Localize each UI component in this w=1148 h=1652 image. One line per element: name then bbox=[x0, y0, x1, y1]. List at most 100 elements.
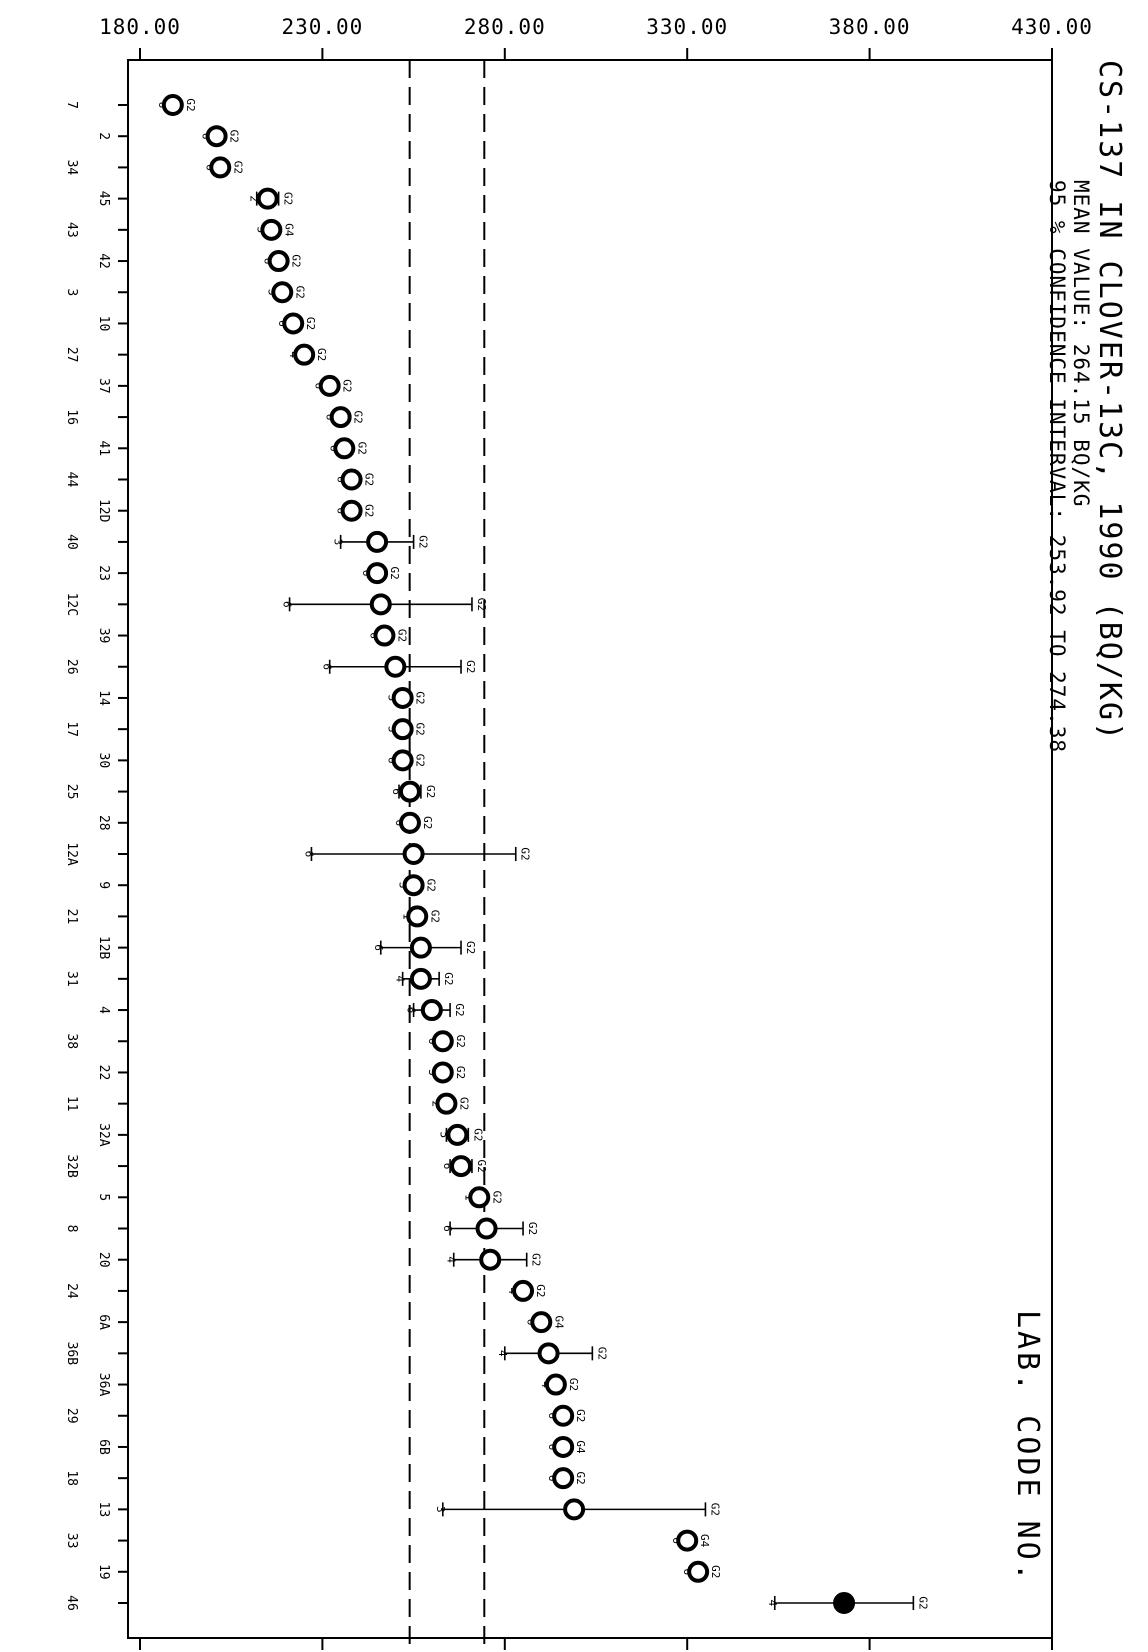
data-point bbox=[402, 843, 425, 865]
lab-code-label: 12C bbox=[64, 593, 79, 616]
ci-label-group: 95 % CONFIDENCE INTERVAL: 253.92 TO 274.… bbox=[1045, 180, 1069, 753]
lab-code-label: 44 bbox=[64, 472, 79, 488]
detector-annotation: G2 bbox=[421, 816, 434, 829]
data-point bbox=[431, 1061, 454, 1084]
method-annotation: 6 bbox=[441, 1163, 454, 1170]
data-point bbox=[282, 312, 305, 335]
detector-annotation: G2 bbox=[341, 379, 354, 392]
detector-annotation: G2 bbox=[388, 567, 401, 580]
lab-code-label: 41 bbox=[96, 440, 111, 456]
data-point bbox=[512, 1279, 535, 1302]
lab-code-label: 33 bbox=[64, 1533, 79, 1549]
detector-annotation: G2 bbox=[352, 410, 365, 423]
data-points: 6G26G26G22G25G46G23G26G24G26G26G26G26G26… bbox=[156, 94, 929, 1614]
lab-code-label: 28 bbox=[96, 815, 111, 831]
data-point bbox=[369, 593, 392, 616]
lab-code-label: 5 bbox=[96, 1193, 111, 1201]
detector-annotation: G2 bbox=[519, 847, 532, 860]
data-point bbox=[333, 437, 356, 460]
detector-annotation: G2 bbox=[414, 754, 427, 767]
data-point bbox=[267, 250, 290, 273]
data-point bbox=[398, 780, 421, 803]
lab-code-label: 34 bbox=[64, 160, 79, 176]
lab-code-label: 13 bbox=[96, 1502, 111, 1518]
chart-title-group: CS-137 IN CLOVER-13C, 1990 (BQ/KG) bbox=[1092, 60, 1127, 742]
value-axis: 180.00 230.00 280.00 330.00 380.00 430.00 bbox=[99, 15, 1093, 1650]
lab-code-label: 26 bbox=[64, 659, 79, 675]
method-annotation: 4 bbox=[766, 1600, 779, 1607]
method-annotation: 6 bbox=[390, 788, 403, 795]
lab-code-label: 10 bbox=[96, 316, 111, 332]
value-tick-label: 280.00 bbox=[464, 15, 546, 39]
detector-annotation: G2 bbox=[184, 98, 197, 111]
data-point bbox=[340, 468, 363, 491]
method-annotation: 6 bbox=[281, 601, 294, 608]
data-point bbox=[552, 1467, 575, 1490]
data-point bbox=[384, 655, 407, 678]
data-point bbox=[552, 1404, 575, 1427]
lab-code-label: 19 bbox=[96, 1564, 111, 1580]
detector-annotation: G4 bbox=[698, 1534, 711, 1548]
lab-code-label: 45 bbox=[96, 191, 111, 207]
lab-code-label: 29 bbox=[64, 1408, 79, 1424]
detector-annotation: G2 bbox=[530, 1253, 543, 1266]
method-annotation: 5 bbox=[437, 1132, 450, 1139]
lab-code-label: 6B bbox=[96, 1439, 111, 1455]
detector-annotation: G2 bbox=[457, 1097, 470, 1110]
data-point bbox=[435, 1092, 458, 1115]
chart-title: CS-137 IN CLOVER-13C, 1990 (BQ/KG) bbox=[1092, 60, 1127, 742]
lab-code-label: 27 bbox=[64, 347, 79, 363]
value-tick-label: 380.00 bbox=[829, 15, 911, 39]
ci-label: 95 % CONFIDENCE INTERVAL: 253.92 TO 274.… bbox=[1045, 180, 1069, 753]
detector-annotation: G2 bbox=[708, 1503, 721, 1516]
detector-annotation: G2 bbox=[595, 1347, 608, 1360]
lab-code-label: 12A bbox=[64, 842, 79, 866]
detector-annotation: G2 bbox=[534, 1284, 547, 1297]
value-tick-label: 230.00 bbox=[281, 15, 363, 39]
outlier-point bbox=[833, 1592, 856, 1614]
lab-code-label: 3 bbox=[64, 288, 79, 296]
lab-code-label: 12B bbox=[96, 936, 111, 960]
lab-code-label: 25 bbox=[64, 784, 79, 800]
lab-code-label: 20 bbox=[96, 1252, 111, 1268]
lab-code-label: 32A bbox=[96, 1123, 111, 1147]
detector-annotation: G2 bbox=[363, 504, 376, 517]
plot-frame bbox=[127, 59, 1053, 1639]
data-point bbox=[450, 1155, 473, 1178]
data-point bbox=[340, 499, 363, 522]
detector-annotation: G2 bbox=[315, 348, 328, 361]
lab-code-label: 21 bbox=[64, 909, 79, 925]
lab-code-label: 38 bbox=[64, 1033, 79, 1049]
mean-label-group: MEAN VALUE: 264.15 BQ/KG bbox=[1069, 180, 1093, 507]
method-annotation: 6 bbox=[321, 663, 334, 670]
detector-annotation: G2 bbox=[453, 1003, 466, 1016]
data-point bbox=[373, 624, 396, 647]
detector-annotation: G2 bbox=[424, 785, 437, 798]
lab-code-label: 17 bbox=[64, 721, 79, 737]
data-point bbox=[468, 1186, 491, 1209]
value-tick-label: 430.00 bbox=[1011, 15, 1093, 39]
lab-code-label: 36A bbox=[96, 1373, 111, 1397]
lab-code-label: 42 bbox=[96, 253, 111, 269]
detector-annotation: G4 bbox=[574, 1440, 587, 1454]
data-point bbox=[391, 749, 414, 772]
data-point bbox=[391, 718, 414, 741]
detector-annotation: G2 bbox=[475, 1159, 488, 1172]
detector-annotation: G2 bbox=[475, 598, 488, 611]
lab-code-label: 7 bbox=[64, 101, 79, 109]
detector-annotation: G4 bbox=[282, 223, 295, 237]
detector-annotation: G2 bbox=[290, 254, 303, 267]
lab-code-label: 40 bbox=[64, 534, 79, 550]
lab-code-label: 14 bbox=[96, 690, 111, 706]
xlabel-group: LAB. CODE NO. bbox=[1010, 1310, 1045, 1584]
data-point bbox=[563, 1498, 586, 1521]
detector-annotation: G2 bbox=[471, 1128, 484, 1141]
data-point bbox=[687, 1560, 710, 1583]
data-point bbox=[475, 1217, 498, 1240]
lab-code-label: 23 bbox=[96, 565, 111, 581]
detector-annotation: G2 bbox=[567, 1378, 580, 1391]
data-point bbox=[431, 1030, 454, 1053]
data-point bbox=[205, 125, 228, 148]
data-point bbox=[544, 1373, 567, 1396]
